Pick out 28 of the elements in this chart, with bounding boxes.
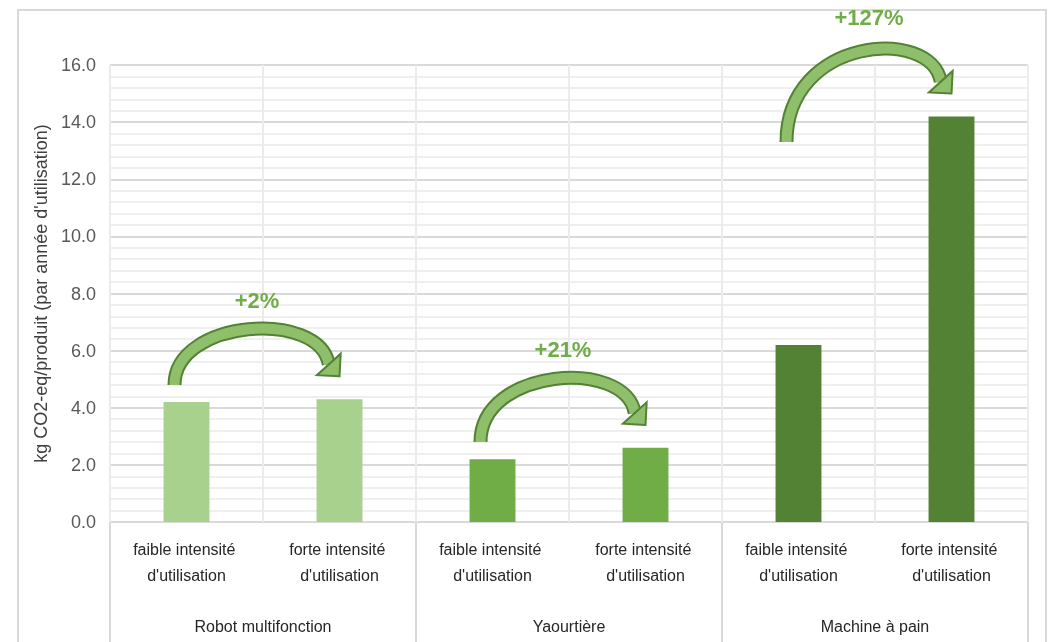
bar bbox=[469, 459, 516, 522]
bar bbox=[622, 447, 669, 522]
y-tick-label: 14.0 bbox=[60, 112, 96, 133]
x-tick-label: forte intensité d'utilisation bbox=[289, 540, 390, 584]
y-tick-label: 0.0 bbox=[70, 512, 96, 532]
bar bbox=[775, 344, 822, 522]
text: +127% bbox=[834, 5, 904, 32]
x-tick-label: faible intensité d'utilisation bbox=[745, 540, 852, 584]
text: Robot multifonction bbox=[194, 618, 332, 636]
bar bbox=[316, 399, 363, 522]
annotation: +2% bbox=[234, 288, 280, 315]
text: Yaourtière bbox=[532, 618, 606, 636]
y-tick-label: 6.0 bbox=[70, 340, 96, 361]
y-tick-label: 2.0 bbox=[70, 454, 96, 475]
y-tick-label: 4.0 bbox=[70, 397, 96, 418]
bar bbox=[928, 116, 975, 522]
x-tick-label: forte intensité d'utilisation bbox=[595, 540, 696, 584]
y-tick-label: 8.0 bbox=[70, 283, 96, 304]
y-tick-label: 12.0 bbox=[60, 169, 96, 190]
annotation: +21% bbox=[534, 336, 592, 363]
x-tick-label: faible intensité d'utilisation bbox=[439, 540, 546, 584]
x-tick-label: forte intensité d'utilisation bbox=[901, 540, 1002, 584]
bar bbox=[163, 402, 210, 522]
x-tick-label: faible intensité d'utilisation bbox=[133, 540, 240, 584]
text: Machine à pain bbox=[820, 618, 930, 636]
y-tick-label: 16.0 bbox=[60, 55, 96, 75]
y-axis-title: kg CO2-eq/produit (par année d'utilisation) bbox=[31, 124, 52, 463]
y-tick-label: 10.0 bbox=[60, 226, 96, 247]
